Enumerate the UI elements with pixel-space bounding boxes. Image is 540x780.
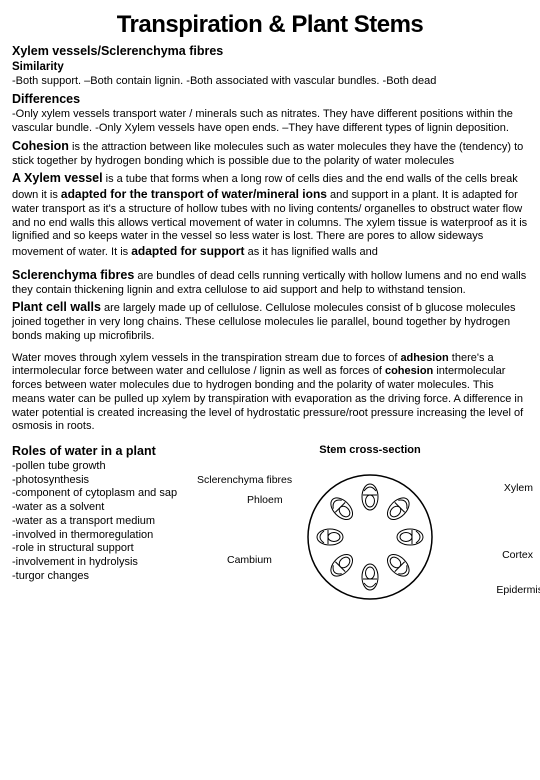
water-b2: cohesion bbox=[385, 365, 433, 377]
label-epidermis: Epidermis bbox=[496, 584, 540, 597]
list-item: -involvement in hydrolysis bbox=[12, 556, 212, 570]
label-phloem: Phloem bbox=[247, 494, 283, 507]
similarity-text: -Both support. –Both contain lignin. -Bo… bbox=[12, 75, 528, 89]
list-item: -water as a solvent bbox=[12, 501, 212, 515]
stem-cross-section-svg bbox=[295, 462, 445, 612]
stem-diagram: Stem cross-section Sclerenchyma fibres P… bbox=[212, 444, 528, 624]
label-cortex: Cortex bbox=[502, 549, 533, 562]
label-xylem: Xylem bbox=[504, 482, 533, 495]
page-title: Transpiration & Plant Stems bbox=[12, 10, 528, 40]
xylem-label: A Xylem vessel bbox=[12, 171, 103, 185]
sclerenchyma-label: Sclerenchyma fibres bbox=[12, 268, 134, 282]
label-cambium: Cambium bbox=[227, 554, 272, 567]
xylem-t3: as it has lignified walls and bbox=[245, 246, 378, 258]
differences-text: -Only xylem vessels transport water / mi… bbox=[12, 108, 528, 136]
list-item: -water as a transport medium bbox=[12, 515, 212, 529]
differences-heading: Differences bbox=[12, 92, 528, 108]
water-t1: Water moves through xylem vessels in the… bbox=[12, 352, 400, 364]
cellwalls-para: Plant cell walls are largely made up of … bbox=[12, 300, 528, 343]
cohesion-para: Cohesion is the attraction between like … bbox=[12, 139, 528, 169]
sclerenchyma-para: Sclerenchyma fibres are bundles of dead … bbox=[12, 268, 528, 298]
label-sclerenchyma: Sclerenchyma fibres bbox=[197, 474, 292, 487]
water-movement-para: Water moves through xylem vessels in the… bbox=[12, 352, 528, 435]
list-item: -involved in thermoregulation bbox=[12, 529, 212, 543]
cellwalls-label: Plant cell walls bbox=[12, 300, 101, 314]
heading-vessels: Xylem vessels/Sclerenchyma fibres bbox=[12, 44, 528, 60]
xylem-bold1: adapted for the transport of water/miner… bbox=[61, 187, 327, 201]
roles-column: Roles of water in a plant -pollen tube g… bbox=[12, 444, 212, 583]
list-item: -role in structural support bbox=[12, 542, 212, 556]
xylem-bold2: adapted for support bbox=[131, 244, 244, 258]
list-item: -photosynthesis bbox=[12, 474, 212, 488]
diagram-title: Stem cross-section bbox=[319, 444, 420, 458]
similarity-heading: Similarity bbox=[12, 60, 528, 74]
water-b1: adhesion bbox=[400, 352, 448, 364]
roles-title: Roles of water in a plant bbox=[12, 444, 212, 460]
cohesion-label: Cohesion bbox=[12, 139, 69, 153]
xylem-para: A Xylem vessel is a tube that forms when… bbox=[12, 171, 528, 260]
cohesion-text: is the attraction between like molecules… bbox=[12, 141, 523, 167]
list-item: -turgor changes bbox=[12, 570, 212, 584]
list-item: -component of cytoplasm and sap bbox=[12, 487, 212, 501]
list-item: -pollen tube growth bbox=[12, 460, 212, 474]
